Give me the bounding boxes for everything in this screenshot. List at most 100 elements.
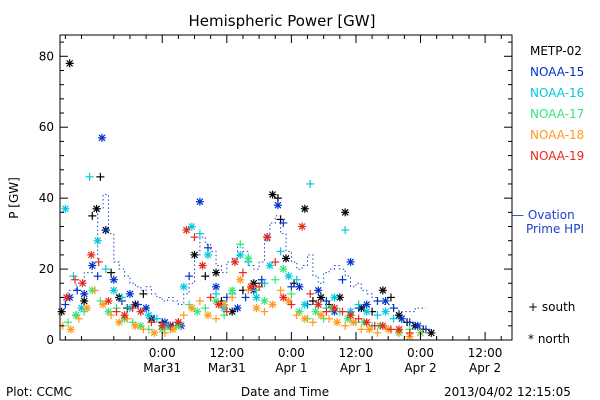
north-point bbox=[249, 279, 258, 288]
south-point bbox=[222, 307, 231, 316]
south-point bbox=[276, 286, 285, 295]
x-tick-label: 0:00 bbox=[149, 346, 176, 360]
south-point bbox=[179, 311, 188, 320]
south-point bbox=[322, 296, 331, 305]
north-point bbox=[61, 204, 70, 213]
north-point bbox=[279, 293, 288, 302]
x-tick-sublabel: Mar31 bbox=[208, 361, 246, 375]
south-point bbox=[308, 296, 317, 305]
north-point bbox=[346, 311, 355, 320]
north-point bbox=[182, 226, 191, 235]
north-point bbox=[378, 321, 387, 330]
south-point bbox=[306, 179, 315, 188]
south-point bbox=[354, 314, 363, 323]
south-point bbox=[279, 218, 288, 227]
ovation-model-line bbox=[60, 194, 426, 313]
north-point bbox=[346, 257, 355, 266]
south-point bbox=[117, 293, 126, 302]
data-points-layer bbox=[57, 59, 436, 341]
north-point bbox=[378, 286, 387, 295]
south-point bbox=[308, 318, 317, 327]
north-point bbox=[150, 328, 159, 337]
north-point bbox=[279, 265, 288, 274]
south-point bbox=[152, 314, 161, 323]
series-noaa-19 bbox=[62, 222, 414, 337]
south-point bbox=[306, 289, 315, 298]
north-point bbox=[77, 304, 86, 313]
north-point bbox=[203, 250, 212, 259]
north-point bbox=[203, 311, 212, 320]
south-point bbox=[341, 321, 350, 330]
south-point bbox=[287, 282, 296, 291]
north-point bbox=[397, 314, 406, 323]
south-point bbox=[241, 293, 250, 302]
north-point bbox=[80, 289, 89, 298]
north-point bbox=[190, 250, 199, 259]
ovation-model-layer bbox=[60, 194, 426, 313]
south-point bbox=[112, 307, 121, 316]
south-point bbox=[255, 282, 264, 291]
y-tick-label: 20 bbox=[39, 262, 54, 276]
south-point bbox=[206, 293, 215, 302]
plot-credit: Plot: CCMC bbox=[6, 385, 72, 399]
north-point bbox=[233, 304, 242, 313]
south-point bbox=[370, 321, 379, 330]
north-point bbox=[362, 300, 371, 309]
north-point bbox=[273, 201, 282, 210]
x-tick-sublabel: Mar31 bbox=[143, 361, 181, 375]
south-point bbox=[74, 314, 83, 323]
north-point bbox=[252, 293, 261, 302]
north-point bbox=[62, 293, 71, 302]
south-point bbox=[338, 307, 347, 316]
north-point bbox=[341, 208, 350, 217]
north-point bbox=[115, 318, 124, 327]
north-point bbox=[78, 279, 87, 288]
south-point bbox=[405, 328, 414, 337]
south-point bbox=[93, 272, 102, 281]
south-point bbox=[139, 289, 148, 298]
plot-frame bbox=[59, 34, 513, 341]
y-axis-label: P [GW] bbox=[7, 177, 21, 219]
legend-model-line2: Prime HPI bbox=[526, 222, 584, 236]
south-point bbox=[276, 247, 285, 256]
y-tick-label: 0 bbox=[46, 333, 54, 347]
chart-title: Hemispheric Power [GW] bbox=[189, 12, 376, 30]
north-point bbox=[230, 257, 239, 266]
north-point bbox=[244, 254, 253, 263]
south-point bbox=[373, 328, 382, 337]
legend-entry-noaa-17: NOAA-17 bbox=[530, 107, 584, 121]
north-point bbox=[413, 321, 422, 330]
north-point bbox=[104, 296, 113, 305]
legend-entry-metp-02: METP-02 bbox=[530, 44, 582, 58]
south-point bbox=[107, 311, 116, 320]
north-point bbox=[193, 307, 202, 316]
north-point bbox=[236, 250, 245, 259]
north-point bbox=[268, 300, 277, 309]
north-point bbox=[263, 233, 272, 242]
south-point bbox=[325, 314, 334, 323]
y-tick-label: 80 bbox=[39, 49, 54, 63]
x-tick-label: 12:00 bbox=[468, 346, 503, 360]
north-point bbox=[335, 293, 344, 302]
south-point bbox=[185, 272, 194, 281]
north-point bbox=[214, 300, 223, 309]
north-point bbox=[65, 59, 74, 68]
north-point bbox=[362, 307, 371, 316]
south-point bbox=[273, 194, 282, 203]
north-point bbox=[109, 286, 118, 295]
y-tick-label: 40 bbox=[39, 191, 54, 205]
x-tick-label: 0:00 bbox=[407, 346, 434, 360]
north-point bbox=[174, 318, 183, 327]
south-point bbox=[386, 325, 395, 334]
north-point bbox=[311, 307, 320, 316]
north-point bbox=[158, 321, 167, 330]
south-point bbox=[73, 286, 82, 295]
south-point bbox=[322, 307, 331, 316]
north-point bbox=[97, 133, 106, 142]
legend-entry-noaa-16: NOAA-16 bbox=[530, 86, 584, 100]
legend-model-line1: — Ovation bbox=[512, 208, 575, 222]
x-axis-label: Date and Time bbox=[241, 385, 329, 399]
